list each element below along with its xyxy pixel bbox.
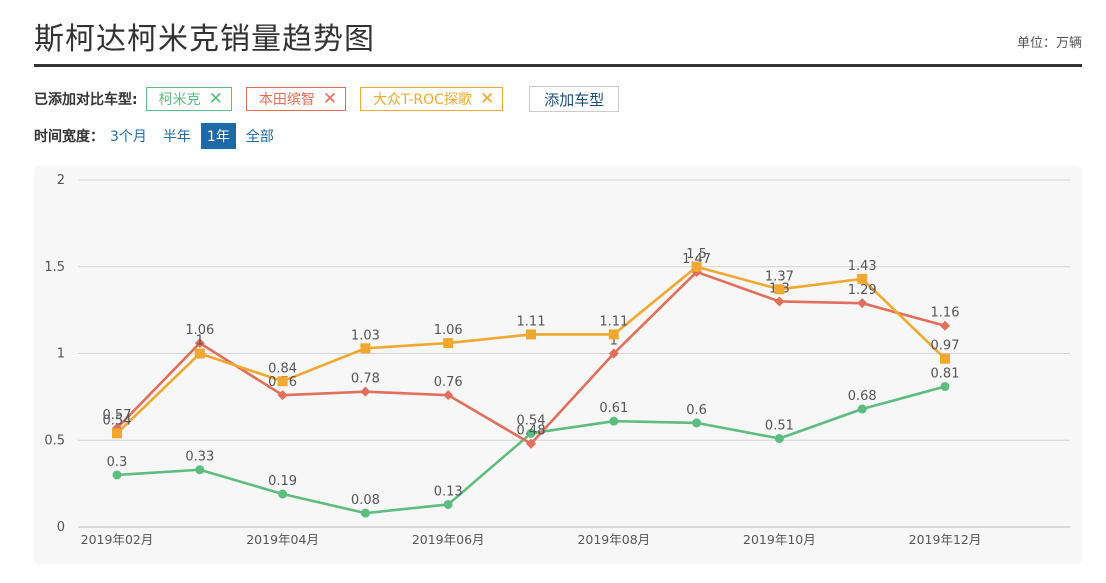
data-label: 0.54 (103, 413, 132, 428)
data-label: 0.57 (103, 408, 132, 423)
data-point (691, 261, 702, 272)
data-label: 0.48 (517, 424, 546, 439)
data-point (194, 348, 205, 359)
remove-troc-icon[interactable]: ✕ (479, 88, 495, 109)
y-tick-label: 0 (57, 520, 65, 535)
timespan-half-year[interactable]: 半年 (162, 129, 191, 145)
data-point (278, 489, 288, 499)
data-point (526, 428, 536, 438)
x-tick-label: 2019年12月 (909, 532, 982, 547)
data-label: 1.29 (848, 283, 877, 298)
x-tick-label: 2019年08月 (577, 532, 650, 547)
data-label: 1.16 (931, 306, 960, 321)
data-point (112, 428, 122, 439)
data-point (774, 284, 785, 295)
title-divider (34, 64, 1082, 67)
compare-tag-troc: 大众T-ROC探歌 ✕ (360, 87, 504, 111)
data-point (443, 338, 454, 349)
compare-label: 已添加对比车型: (34, 92, 138, 108)
data-point (857, 273, 868, 284)
data-point (526, 438, 536, 449)
unit-label: 单位：万辆 (1016, 36, 1082, 51)
x-tick-label: 2019年06月 (412, 532, 485, 547)
data-label: 0.97 (931, 339, 960, 354)
data-label: 0.54 (517, 413, 546, 428)
data-point (774, 434, 784, 444)
timespan-3-months[interactable]: 3个月 (110, 129, 147, 145)
y-tick-label: 1 (57, 347, 65, 362)
data-point (940, 381, 950, 391)
data-label: 0.33 (185, 450, 214, 465)
data-label: 0.19 (268, 474, 297, 489)
y-tick-label: 0.5 (44, 433, 65, 448)
data-point (443, 499, 453, 509)
data-point (194, 338, 205, 349)
data-point (360, 386, 371, 397)
data-point (857, 298, 868, 309)
data-point (195, 465, 205, 475)
page-title: 斯柯达柯米克销量趋势图 (34, 22, 375, 57)
data-label: 0.13 (434, 484, 463, 499)
data-label: 0.61 (599, 401, 628, 416)
chart-area: 0 0.5 1 1.5 2 2019年02月 2019年04月 2019年06月 2019年08… (34, 166, 1082, 564)
compare-tag-vezel: 本田缤智 ✕ (245, 87, 347, 111)
data-label: 0.68 (848, 389, 877, 404)
timespan-all[interactable]: 全部 (245, 129, 274, 145)
timespan-label: 时间宽度： (34, 129, 104, 145)
data-label: 0.76 (434, 375, 463, 390)
data-label: 1.37 (765, 269, 794, 284)
data-point (360, 343, 371, 354)
data-label: 0.3 (107, 455, 128, 470)
data-point (112, 470, 122, 480)
data-label: 1.11 (599, 314, 628, 329)
series-line (116, 385, 946, 515)
remove-komik-icon[interactable]: ✕ (208, 88, 223, 109)
data-label: 1.47 (682, 252, 711, 267)
data-point (857, 404, 867, 414)
data-point (940, 353, 950, 364)
data-label: 1 (196, 334, 204, 349)
data-point (277, 376, 288, 387)
data-point (774, 296, 785, 307)
data-label: 1.5 (686, 247, 707, 262)
compare-tag-komik: 柯米克 ✕ (145, 87, 232, 111)
data-point (277, 390, 288, 401)
data-label: 1.03 (351, 328, 380, 343)
x-tick-label: 2019年04月 (246, 532, 319, 547)
data-point (360, 508, 370, 518)
timespan-bar: 时间宽度： 3个月 半年 1年 全部 (34, 123, 284, 149)
data-point (692, 418, 702, 428)
timespan-1-year[interactable]: 1年 (200, 123, 236, 149)
series-line (116, 265, 946, 435)
x-tick-label: 2019年02月 (81, 532, 154, 547)
compare-tag-label: 柯米克 (158, 92, 201, 108)
data-label: 1.11 (517, 314, 546, 329)
data-label: 0.08 (351, 493, 380, 508)
data-point (940, 320, 950, 331)
data-label: 1 (610, 334, 618, 349)
compare-bar: 已添加对比车型: 柯米克 ✕ 本田缤智 ✕ 大众T-ROC探歌 ✕ 添加车型 (34, 86, 620, 112)
data-point (608, 348, 619, 359)
data-label: 1.06 (185, 323, 214, 338)
add-model-button[interactable]: 添加车型 (529, 86, 620, 112)
data-point (609, 416, 619, 426)
data-label: 1.06 (434, 323, 463, 338)
data-label: 1.43 (848, 259, 877, 274)
x-tick-label: 2019年10月 (743, 532, 816, 547)
remove-vezel-icon[interactable]: ✕ (322, 88, 338, 109)
compare-tag-label: 大众T-ROC探歌 (373, 92, 472, 108)
y-tick-label: 1.5 (44, 260, 65, 275)
data-label: 0.51 (765, 419, 794, 434)
data-point (526, 329, 536, 340)
data-label: 0.81 (931, 366, 960, 381)
data-label: 0.6 (686, 403, 707, 418)
data-point (608, 329, 619, 340)
compare-tag-label: 本田缤智 (258, 92, 315, 108)
y-tick-label: 2 (57, 173, 65, 188)
data-label: 0.84 (268, 361, 297, 376)
data-label: 0.78 (351, 372, 380, 387)
data-point (443, 390, 454, 401)
